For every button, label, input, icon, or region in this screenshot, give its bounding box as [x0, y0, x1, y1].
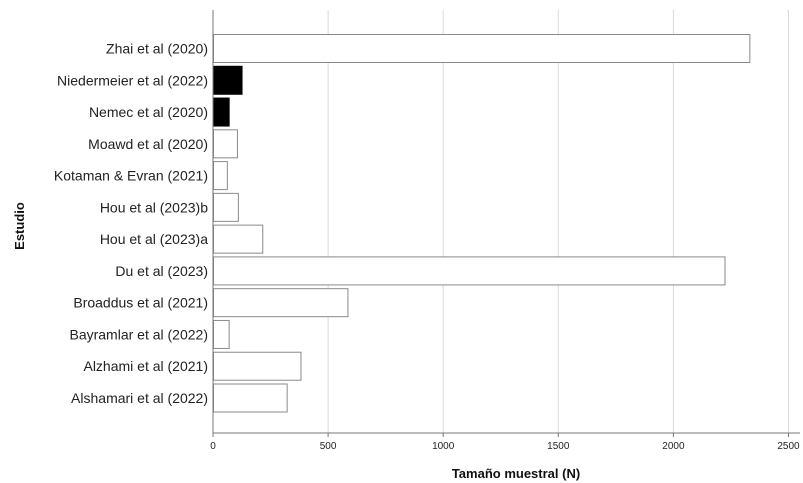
x-tick-label: 1000 [432, 441, 455, 452]
category-label: Alshamari et al (2022) [71, 390, 208, 406]
y-axis-title: Estudio [12, 202, 27, 250]
category-label: Hou et al (2023)a [100, 231, 208, 247]
category-label: Broaddus et al (2021) [73, 295, 208, 311]
bar [213, 34, 751, 63]
bar [213, 383, 288, 413]
category-label: Hou et al (2023)b [100, 199, 208, 215]
category-label: Nemec et al (2020) [89, 104, 208, 120]
bar [213, 65, 243, 95]
x-tick-label: 0 [210, 441, 216, 452]
x-axis-title: Tamaño muestral (N) [452, 466, 580, 481]
x-tick-label: 2500 [777, 441, 800, 452]
bar [213, 319, 230, 349]
bar [213, 224, 264, 254]
category-label: Alzhami et al (2021) [83, 358, 208, 374]
bar [213, 351, 302, 381]
bar [213, 288, 349, 318]
x-tick-label: 2000 [662, 441, 685, 452]
bar [213, 192, 239, 222]
category-label: Zhai et al (2020) [106, 41, 208, 57]
bar [213, 97, 230, 127]
x-tick-label: 500 [320, 441, 337, 452]
bar [213, 256, 726, 286]
grid-lines [327, 10, 789, 433]
category-label: Niedermeier et al (2022) [57, 72, 208, 88]
category-label: Bayramlar et al (2022) [69, 326, 208, 342]
category-labels: Zhai et al (2020) Niedermeier et al (2022… [54, 41, 208, 407]
category-label: Moawd et al (2020) [88, 136, 208, 152]
category-label: Du et al (2023) [115, 263, 208, 279]
x-tick-labels: 0 500 1000 1500 2000 2500 [210, 441, 800, 452]
x-tick-label: 1500 [547, 441, 570, 452]
bars [213, 34, 751, 413]
axes [212, 10, 800, 437]
category-label: Kotaman & Evran (2021) [54, 168, 208, 184]
bar [213, 161, 228, 191]
bar [213, 129, 238, 159]
